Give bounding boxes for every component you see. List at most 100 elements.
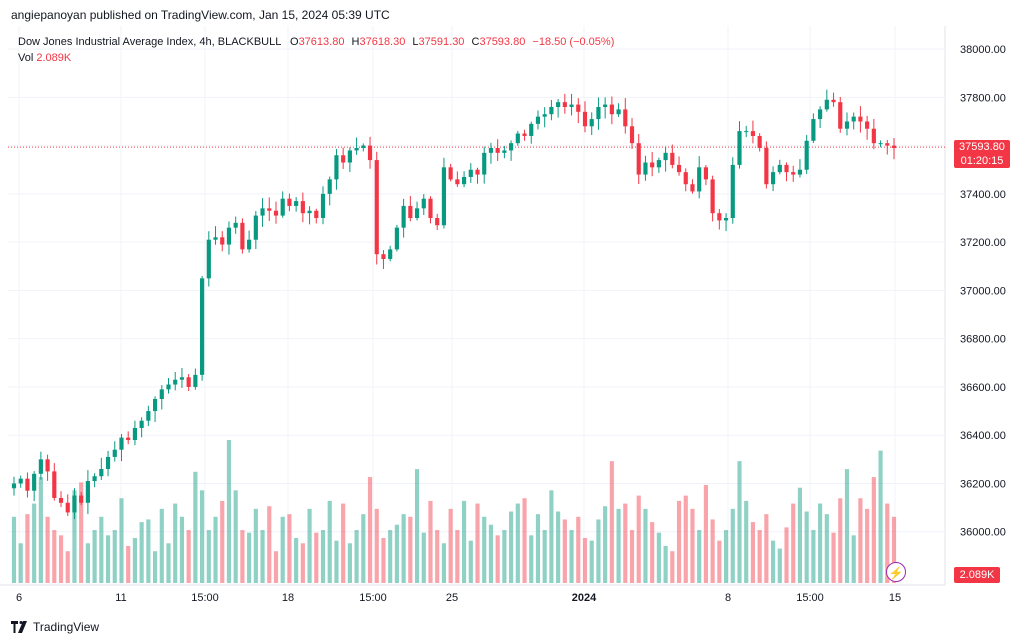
candle-body xyxy=(650,162,655,168)
volume-bar xyxy=(99,516,104,583)
candle-body xyxy=(334,155,339,180)
candle-body xyxy=(341,155,346,163)
candle-body xyxy=(838,102,843,129)
candle-body xyxy=(569,104,574,107)
candle-body xyxy=(542,114,547,117)
candle-body xyxy=(603,104,608,107)
volume-bar xyxy=(213,516,218,583)
candle-body xyxy=(831,99,836,103)
volume-bar xyxy=(146,519,151,583)
volume-bar xyxy=(159,508,164,583)
volume-bar xyxy=(623,503,628,583)
volume-bar xyxy=(58,535,64,583)
candle-body xyxy=(25,478,30,491)
volume-bar xyxy=(461,500,467,583)
volume-bar xyxy=(119,498,124,583)
volume-bar xyxy=(374,508,379,583)
volume-bar xyxy=(811,530,816,583)
low-value: 37591.30 xyxy=(418,36,465,48)
candle-body xyxy=(186,377,191,387)
candle-body xyxy=(200,278,205,375)
volume-bar xyxy=(112,530,117,583)
volume-bar xyxy=(791,503,796,583)
price-tick-label: 37200.00 xyxy=(960,237,1006,249)
candle-body xyxy=(643,162,648,175)
price-chart[interactable]: 38000.0037800.0037600.0037400.0037200.00… xyxy=(0,0,1024,612)
volume-bar xyxy=(347,543,352,583)
candle-body xyxy=(119,437,124,450)
candle-body xyxy=(891,145,897,149)
candle-body xyxy=(435,218,440,226)
candle-body xyxy=(824,99,829,110)
price-tick-label: 36200.00 xyxy=(960,478,1006,490)
time-tick-label: 15:00 xyxy=(359,592,387,604)
time-tick-label: 8 xyxy=(725,592,731,604)
candle-body xyxy=(844,121,850,129)
candle-body xyxy=(690,184,695,192)
open-value: 37613.80 xyxy=(298,36,345,48)
close-value: 37593.80 xyxy=(479,36,526,48)
last-price-value: 37593.80 xyxy=(959,141,1005,154)
candle-body xyxy=(522,133,527,136)
volume-bar xyxy=(414,469,420,583)
close-label: C xyxy=(471,36,480,48)
candle-body xyxy=(683,172,688,185)
candle-body xyxy=(327,179,332,194)
volume-bar xyxy=(737,461,742,583)
price-tick-label: 36400.00 xyxy=(960,430,1006,442)
volume-bar xyxy=(656,532,661,583)
candle-body xyxy=(260,208,265,216)
volume-bar xyxy=(482,516,487,583)
time-axis[interactable]: 6 11 15:00 18 15:00 25 2024 8 15:00 15 xyxy=(16,592,901,604)
published-text: angiepanoyan published on TradingView.co… xyxy=(11,8,390,22)
price-tick-label: 37000.00 xyxy=(960,285,1006,297)
candle-body xyxy=(247,239,252,250)
candle-body xyxy=(32,473,37,491)
volume-bar xyxy=(509,511,514,583)
time-tick-label: 11 xyxy=(115,592,126,604)
candle-body xyxy=(448,167,453,180)
footer: TradingView xyxy=(0,612,1024,643)
volume-bar xyxy=(354,530,359,583)
volume-bar xyxy=(428,500,433,583)
volume-bar xyxy=(871,477,876,583)
symbol-title[interactable]: Dow Jones Industrial Average Index, 4h, … xyxy=(18,36,281,48)
candle-body xyxy=(804,140,809,170)
candle-body xyxy=(784,164,789,173)
volume-bar xyxy=(367,477,373,583)
volume-bar xyxy=(710,519,715,583)
candle-body xyxy=(515,133,520,144)
time-tick-label: 6 xyxy=(16,592,22,604)
candle-body xyxy=(273,210,279,216)
price-axis[interactable]: 38000.0037800.0037600.0037400.0037200.00… xyxy=(960,44,1006,539)
volume-bar xyxy=(784,527,789,583)
volume-bar xyxy=(690,508,695,583)
flash-icon[interactable]: ⚡ xyxy=(886,562,906,582)
volume-bar xyxy=(475,503,480,583)
candle-body xyxy=(609,104,614,115)
candle-body xyxy=(858,116,863,122)
candle-body xyxy=(475,169,480,175)
volume-label[interactable]: Vol xyxy=(18,52,34,64)
volume-bar xyxy=(495,535,500,583)
candle-body xyxy=(173,379,178,385)
candle-body xyxy=(791,172,796,175)
time-tick-label: 15:00 xyxy=(796,592,824,604)
volume-bar xyxy=(294,537,299,583)
volume-bar xyxy=(152,551,158,583)
candle-body xyxy=(623,109,628,127)
volume-bar xyxy=(643,508,648,583)
candle-body xyxy=(865,121,870,129)
volume-bar xyxy=(771,540,776,583)
volume-bar xyxy=(629,530,635,583)
volume-bar xyxy=(65,551,70,583)
candle-body xyxy=(381,254,386,260)
volume-bar xyxy=(609,461,614,583)
candle-body xyxy=(482,152,487,175)
candle-body xyxy=(146,411,151,421)
volume-value: 2.089K xyxy=(36,52,72,64)
volume-bars xyxy=(11,440,897,583)
volume-bar xyxy=(723,530,729,583)
volume-bar xyxy=(388,530,393,583)
candle-body xyxy=(152,399,158,412)
